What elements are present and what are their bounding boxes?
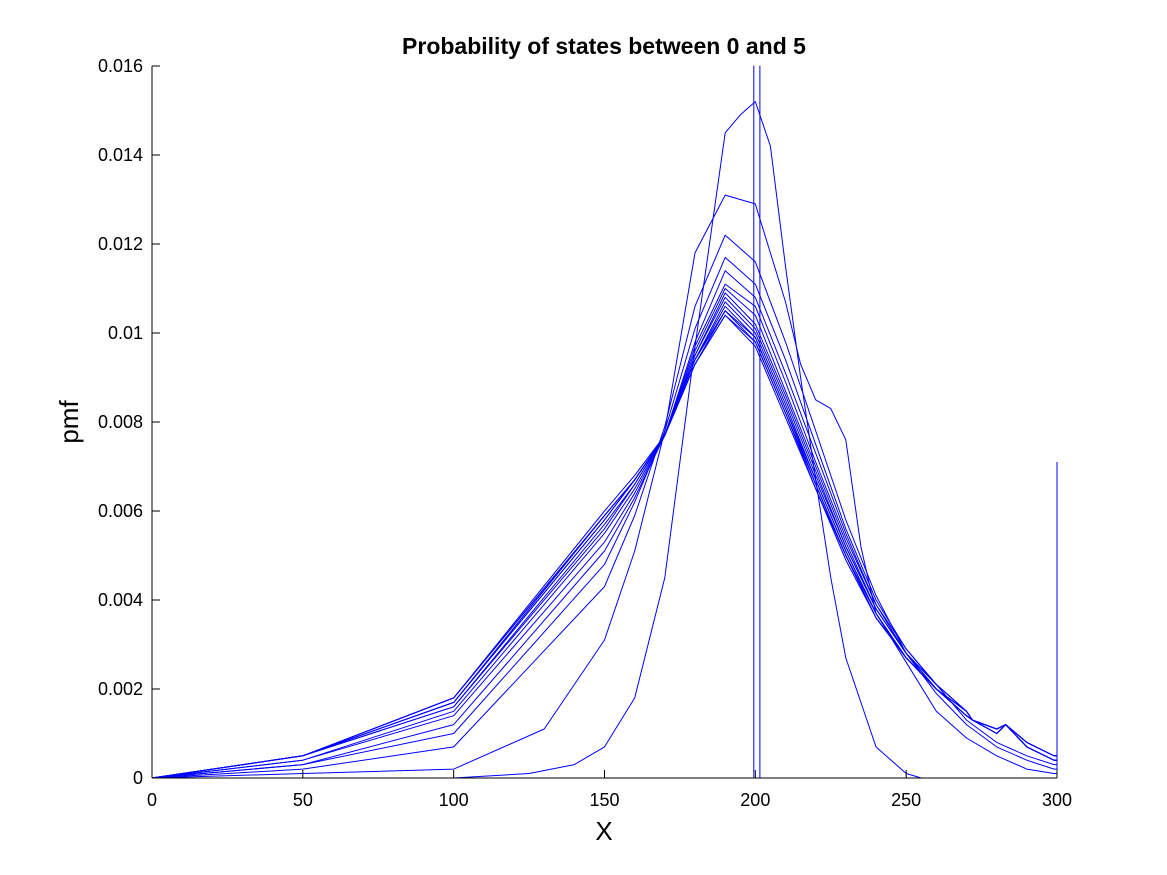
x-tick-label: 200 (740, 790, 770, 810)
y-tick-label: 0 (133, 768, 143, 788)
series-line-11 (151, 296, 1057, 779)
series-line-16 (151, 314, 1057, 779)
series-line-12 (151, 301, 1057, 779)
y-tick-label: 0.016 (98, 56, 143, 76)
series-line-6 (151, 256, 1058, 779)
series-line-15 (151, 310, 1057, 779)
series-line-17 (151, 314, 1057, 779)
axes: 0 50 100 150 200 250 300 0 0.002 0.004 0.006 0.008 0… (98, 56, 1072, 810)
x-tick-label: 0 (147, 790, 157, 810)
x-tick-label: 50 (293, 790, 313, 810)
series-line-5 (151, 234, 1058, 779)
series-line-9 (151, 288, 1057, 779)
x-tick-label: 300 (1042, 790, 1072, 810)
series-line-14 (151, 310, 1057, 779)
x-tick-label: 250 (891, 790, 921, 810)
series-line-3 (152, 101, 1057, 779)
series-line-10 (151, 292, 1057, 779)
y-tick-label: 0.006 (98, 501, 143, 521)
y-tick-label: 0.014 (98, 145, 143, 165)
y-tick-label: 0.004 (98, 590, 143, 610)
x-tick-label: 150 (589, 790, 619, 810)
y-axis-label: pmf (54, 400, 84, 444)
y-tick-label: 0.008 (98, 412, 143, 432)
series-line-8 (151, 283, 1057, 779)
y-tick-label: 0.012 (98, 234, 143, 254)
x-axis-label: X (595, 816, 612, 846)
y-tick-label: 0.01 (108, 323, 143, 343)
x-tick-label: 100 (439, 790, 469, 810)
series-line-4 (151, 194, 1058, 779)
y-tick-label: 0.002 (98, 679, 143, 699)
chart-title: Probability of states between 0 and 5 (402, 33, 806, 59)
plot-lines (151, 65, 1058, 779)
